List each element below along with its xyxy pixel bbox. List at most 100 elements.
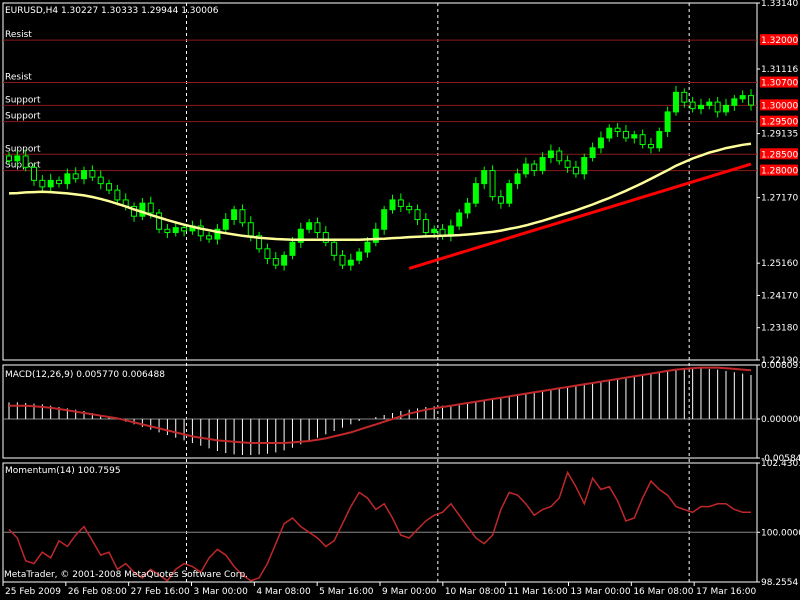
candle [581, 157, 588, 175]
candle [397, 199, 404, 207]
candle [247, 222, 254, 237]
copyright-text: MetaTrader, © 2001-2008 MetaQuotes Softw… [4, 570, 248, 580]
candle [31, 166, 38, 181]
x-tick-label: 11 Mar 16:00 [508, 587, 568, 597]
level-tag: 1.28500 [761, 150, 798, 160]
candle [97, 176, 104, 185]
level-label: Support [5, 112, 41, 122]
candle [731, 98, 738, 106]
candle [547, 150, 554, 159]
level-tag-bg [760, 148, 798, 160]
x-tick-label: 25 Feb 2009 [5, 587, 61, 597]
level-tag-bg [760, 164, 798, 176]
candle [314, 222, 321, 234]
candle [556, 150, 563, 162]
candle [589, 147, 596, 159]
y-tick-label: 1.23180 [761, 324, 798, 334]
x-tick-label: 13 Mar 00:00 [571, 587, 631, 597]
candle [748, 95, 754, 106]
candle [231, 209, 238, 220]
candle [106, 183, 113, 191]
candle [531, 163, 538, 172]
candle [372, 228, 379, 243]
candle [306, 222, 313, 230]
candle [364, 241, 371, 253]
trendline [408, 162, 752, 270]
candle [164, 228, 171, 234]
candle [239, 209, 246, 224]
level-tag-bg [760, 99, 798, 111]
candle [147, 202, 154, 214]
candle [639, 134, 646, 145]
candle [264, 248, 271, 260]
candle [206, 235, 213, 240]
y-tick-label: 1.25160 [761, 259, 798, 269]
candle [6, 155, 12, 162]
candle [172, 227, 179, 234]
candle [139, 202, 146, 217]
candle [339, 254, 346, 266]
candle [422, 218, 429, 234]
level-label: Support [5, 95, 41, 105]
candle [214, 228, 221, 240]
candle [47, 179, 54, 188]
x-tick-label: 26 Feb 08:00 [68, 587, 127, 597]
candle [539, 157, 546, 172]
level-label: Resist [5, 30, 32, 40]
y-tick-label: -0.00584 [761, 454, 800, 464]
x-tick-label: 3 Mar 00:00 [194, 587, 249, 597]
candle [22, 155, 29, 168]
candle [456, 212, 463, 227]
candle [289, 241, 296, 256]
y-tick-label: 100.0000 [761, 528, 800, 538]
level-label: Support [5, 144, 41, 154]
candle [256, 235, 263, 250]
level-tag: 1.30700 [761, 79, 798, 89]
candle [281, 254, 288, 266]
candle [622, 130, 629, 139]
price-panel-title: EURUSD,H4 1.30227 1.30333 1.29944 1.3000… [5, 6, 219, 16]
candle [597, 137, 604, 149]
x-tick-label: 9 Mar 00:00 [382, 587, 437, 597]
candle [664, 111, 671, 132]
candle [722, 104, 729, 113]
candle [114, 189, 121, 201]
x-tick-label: 5 Mar 16:00 [319, 587, 374, 597]
macd-frame [2, 364, 758, 459]
candle [414, 209, 421, 220]
candle [406, 205, 413, 211]
level-tag: 1.28000 [761, 167, 798, 177]
candle [322, 232, 329, 243]
candle [381, 209, 388, 230]
level-label: Resist [5, 73, 32, 83]
candle [39, 179, 46, 188]
momentum-panel-title: Momentum(14) 100.7595 [5, 466, 121, 476]
candle [464, 202, 471, 214]
candle [181, 227, 188, 232]
candle [714, 101, 721, 113]
candle [614, 127, 621, 132]
y-tick-label: 1.22190 [761, 356, 798, 366]
y-tick-label: 1.33140 [761, 0, 798, 9]
candle [14, 155, 21, 162]
candle [222, 218, 229, 230]
candle [481, 170, 488, 185]
y-tick-label: 1.27170 [761, 194, 798, 204]
candle [431, 228, 438, 234]
x-tick-label: 16 Mar 08:00 [633, 587, 693, 597]
candle [656, 130, 663, 149]
level-tag-bg [760, 115, 798, 127]
macd-signal-line [9, 366, 752, 444]
candle [297, 228, 304, 243]
candle [514, 173, 521, 185]
candle [706, 101, 713, 106]
candle [347, 259, 354, 266]
level-tag-bg [760, 34, 798, 46]
x-tick-label: 4 Mar 08:00 [256, 587, 311, 597]
candle [356, 251, 363, 261]
y-tick-label: 1.31116 [761, 65, 798, 75]
y-tick-label: 0.008091 [761, 361, 800, 371]
y-tick-label: 1.29135 [761, 130, 798, 140]
